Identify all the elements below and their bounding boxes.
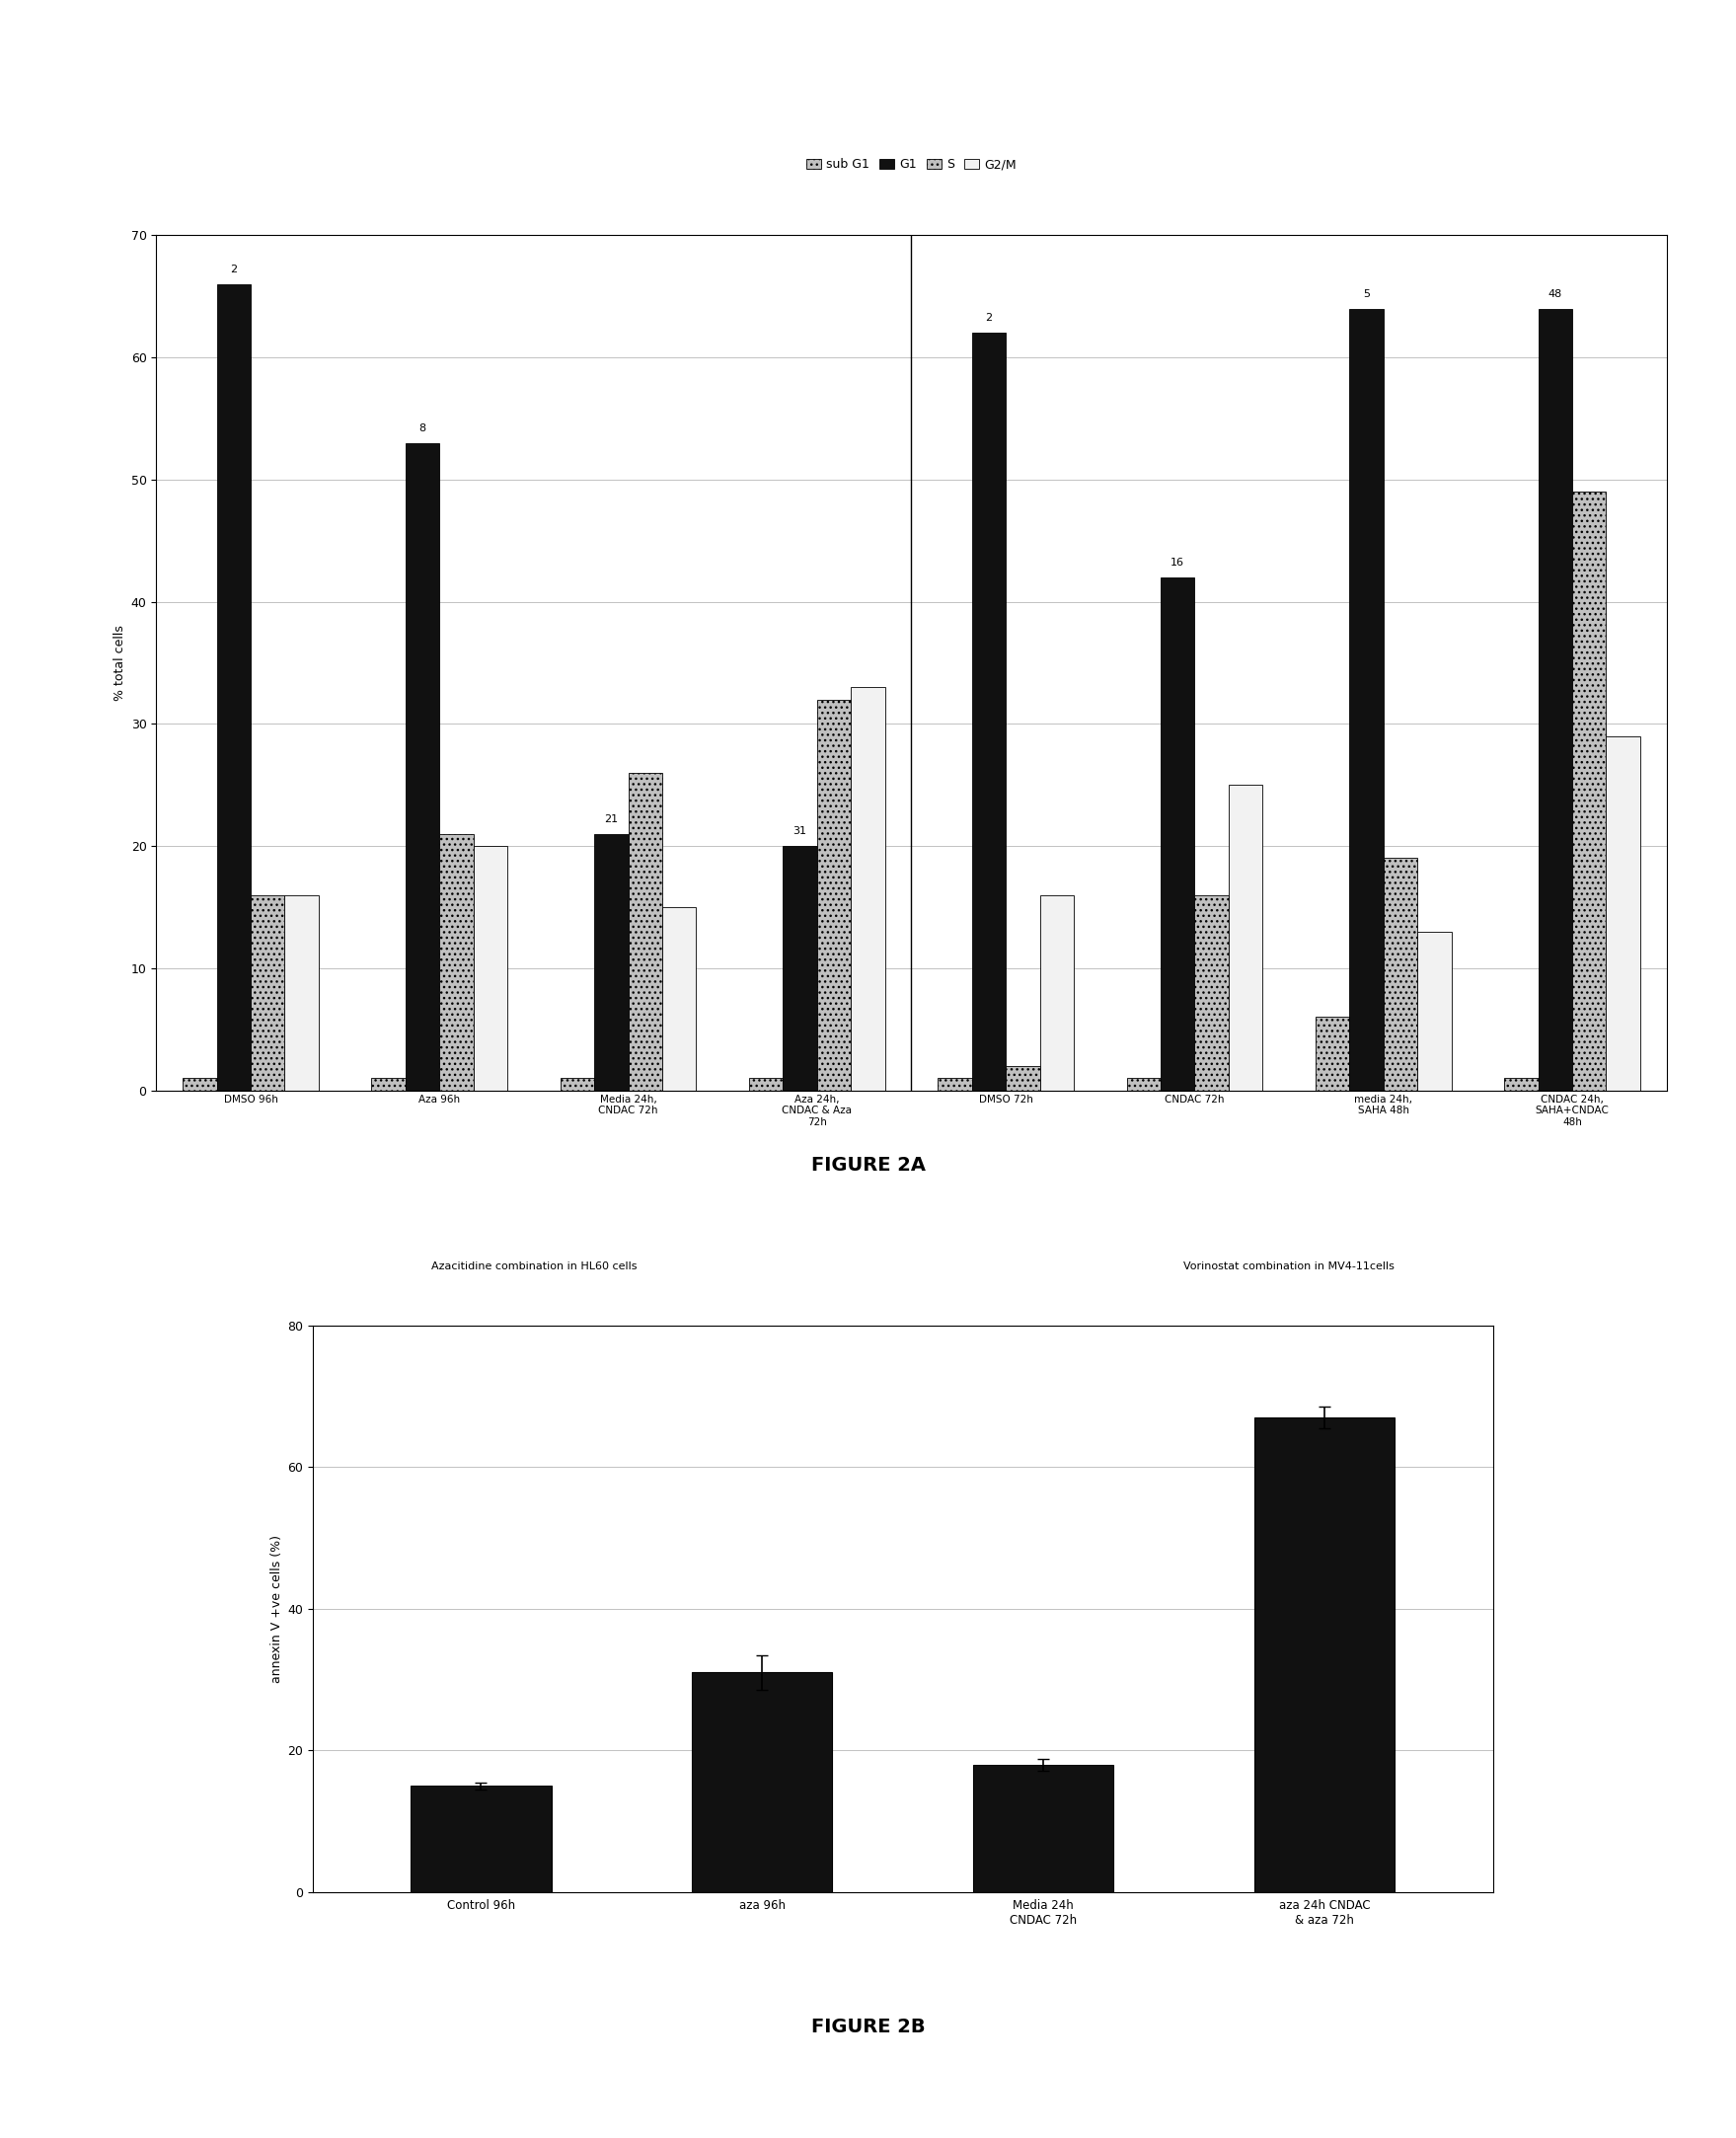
Text: 48: 48 (1549, 289, 1562, 299)
Bar (661, 907, 696, 1090)
Bar (474, 847, 507, 1090)
Bar (1503, 1078, 1538, 1090)
Bar (406, 443, 439, 1090)
Bar (561, 1078, 594, 1090)
Bar (285, 896, 319, 1090)
Bar (628, 772, 661, 1090)
Text: 8: 8 (418, 423, 425, 434)
Bar (217, 284, 250, 1090)
Bar (783, 847, 818, 1090)
Bar (1194, 896, 1229, 1090)
Bar (1229, 785, 1262, 1090)
Bar (1161, 577, 1194, 1090)
Text: Azacitidine combination in HL60 cells: Azacitidine combination in HL60 cells (431, 1261, 637, 1272)
Bar (411, 1785, 552, 1892)
Text: FIGURE 2B: FIGURE 2B (811, 2018, 925, 2035)
Bar (1040, 896, 1075, 1090)
Y-axis label: annexin V +ve cells (%): annexin V +ve cells (%) (271, 1535, 283, 1683)
Bar (1417, 932, 1451, 1090)
Bar (1573, 492, 1606, 1090)
Bar (1384, 857, 1417, 1090)
Bar (1127, 1078, 1161, 1090)
Text: 2: 2 (231, 265, 238, 274)
Bar (439, 834, 474, 1090)
Text: 5: 5 (1363, 289, 1370, 299)
Bar (594, 834, 628, 1090)
Bar (1253, 1417, 1394, 1892)
Text: FIGURE 2A: FIGURE 2A (811, 1157, 925, 1174)
Text: 21: 21 (604, 815, 618, 823)
Bar (1316, 1018, 1349, 1090)
Text: Vorinostat combination in MV4-11cells: Vorinostat combination in MV4-11cells (1184, 1261, 1394, 1272)
Bar (851, 686, 885, 1090)
Bar (972, 334, 1005, 1090)
Bar (1538, 308, 1573, 1090)
Bar (693, 1672, 833, 1892)
Bar (1349, 308, 1384, 1090)
Bar (748, 1078, 783, 1090)
Text: 16: 16 (1170, 558, 1184, 567)
Bar (182, 1078, 217, 1090)
Bar (972, 1764, 1113, 1892)
Text: 31: 31 (793, 827, 807, 836)
Bar (1005, 1067, 1040, 1090)
Text: 2: 2 (986, 314, 993, 323)
Bar (372, 1078, 406, 1090)
Y-axis label: % total cells: % total cells (115, 624, 127, 701)
Legend: sub G1, G1, S, G2/M: sub G1, G1, S, G2/M (804, 156, 1019, 173)
Bar (250, 896, 285, 1090)
Bar (818, 699, 851, 1090)
Bar (937, 1078, 972, 1090)
Bar (1606, 735, 1641, 1090)
